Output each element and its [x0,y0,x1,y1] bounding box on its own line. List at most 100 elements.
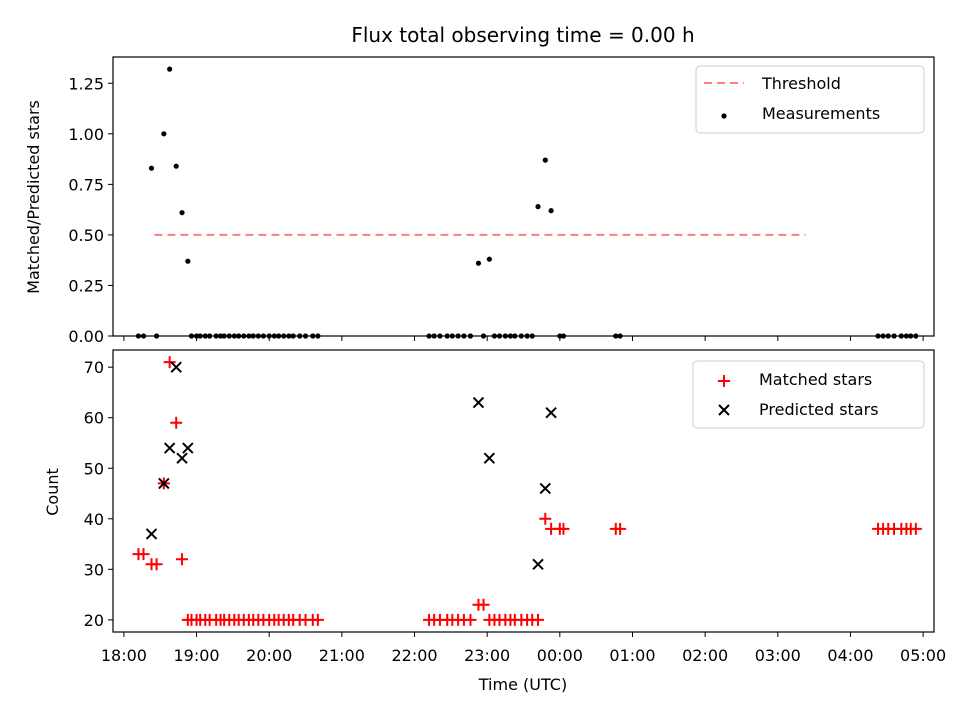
measurement-point [188,333,195,339]
predicted-stars-point [472,396,485,409]
predicted-stars-point [163,442,176,454]
legend-predicted-label: Predicted stars [759,400,879,419]
measurement-point [617,333,623,339]
x-tick-label: 04:00 [827,646,873,665]
matched-stars-point [170,416,183,429]
measurement-point [908,333,914,339]
measurement-point [135,333,142,339]
measurement-point [903,333,909,339]
predicted-stars-point [170,361,182,373]
measurement-point [898,333,904,339]
x-tick-label: 03:00 [755,646,801,665]
x-tick-label: 02:00 [682,646,728,665]
panel-count-frame [112,349,935,633]
count-y-tick-label: 50 [84,459,104,478]
predicted-stars-point [145,528,158,540]
ratio-y-axis-label: Matched/Predicted stars [24,100,43,294]
predicted-stars-point [483,452,496,464]
legend-matched-swatch [718,375,730,387]
x-tick-label: 00:00 [537,646,583,665]
measurement-point [560,333,567,339]
measurement-point [260,333,266,339]
x-tick-label: 19:00 [173,646,219,665]
measurement-point [161,131,167,137]
matched-stars-point [311,613,324,626]
measurement-point [290,333,296,339]
measurement-point [507,333,514,339]
legend-measurements-label: Measurements [762,104,880,123]
measurement-point [281,333,287,339]
x-tick-label: 22:00 [391,646,437,665]
predicted-stars-point [158,477,170,490]
matched-stars-point [150,558,163,571]
measurement-point [173,163,179,169]
measurement-point [302,333,309,339]
measurement-point [491,333,498,339]
legend-matched-label: Matched stars [759,370,872,389]
x-tick-label: 20:00 [246,646,292,665]
measurement-point [193,333,200,339]
measurement-point [518,333,524,339]
matched-stars-point [464,613,477,626]
legend-threshold-label: Threshold [761,74,841,93]
count-legend: Matched stars Predicted stars [692,360,925,429]
measurement-point [250,333,256,339]
count-y-tick-label: 70 [84,358,104,377]
measurement-point [449,333,455,339]
measurement-point [179,210,185,216]
measurement-point [486,256,492,262]
predicted-stars-point [545,406,557,419]
measurement-point [535,204,541,210]
ratio-y-tick-label: 0.25 [68,276,104,295]
measurement-point [426,333,432,339]
ratio-y-ticks: 0.00 0.25 0.50 0.75 1.00 1.25 [68,74,113,346]
measurement-point [529,333,535,339]
matched-stars-point [614,522,627,535]
ratio-marks [135,66,919,339]
measurement-point [891,333,897,339]
count-y-tick-label: 40 [84,510,104,529]
measurement-point [255,333,261,339]
measurement-point [542,157,548,163]
measurement-point [246,333,252,339]
measurement-point [217,333,224,339]
measurement-point [913,333,919,339]
measurement-point [241,333,247,339]
count-legend-box [692,360,925,429]
measurement-point [226,333,232,339]
measurement-point [548,208,554,214]
count-y-axis-label: Count [43,468,62,516]
predicted-stars-point [176,452,188,464]
count-y-tick-label: 30 [84,560,104,579]
measurement-point [271,333,277,339]
measurement-point [140,333,147,339]
measurement-point [613,333,619,339]
measurement-point [512,333,518,339]
measurement-point [231,333,237,339]
panel-count: 20 30 40 50 60 70 18:00 19:00 20:00 21:00 22:00 23… [43,349,946,694]
measurement-point [496,333,503,339]
measurement-point [437,333,443,339]
measurement-point [315,333,321,339]
ratio-y-tick-label: 0.75 [68,175,104,194]
matched-stars-point [532,613,545,626]
count-x-ticks: 18:00 19:00 20:00 21:00 22:00 23:00 00:00 01:00… [101,632,946,665]
matched-stars-point [137,548,150,561]
measurement-point [480,333,487,339]
matched-stars-point [163,356,176,369]
measurement-point [286,333,292,339]
measurement-point [148,165,155,171]
ratio-legend: Threshold Measurements [695,65,925,134]
measurement-point [475,260,482,266]
measurement-point [502,333,508,339]
x-tick-label: 05:00 [900,646,946,665]
measurement-point [207,333,213,339]
legend-measurements-swatch [721,113,727,119]
ratio-y-tick-label: 0.00 [68,327,104,346]
predicted-stars-point [182,442,194,454]
measurement-point [236,333,242,339]
measurement-point [557,333,563,339]
matched-stars-point [176,553,189,566]
measurement-point [310,333,316,339]
